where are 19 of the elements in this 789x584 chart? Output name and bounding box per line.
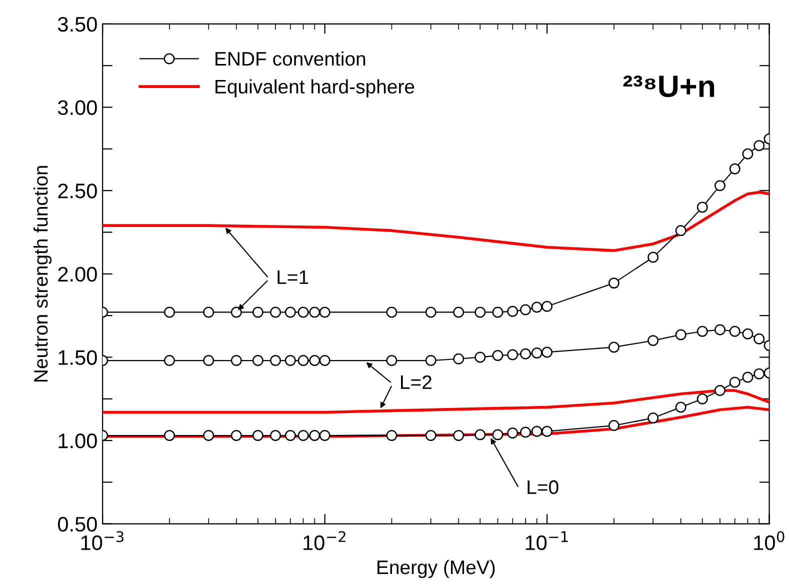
x-tick-label: 10$^{−2}$	[304, 531, 346, 550]
y-tick-label: 3.50	[58, 16, 97, 32]
y-tick-label: 1.00	[58, 434, 97, 448]
y-axis-title: Neutron strength function	[33, 166, 52, 382]
annotation: L=0	[528, 480, 558, 494]
x-tick-label: 10$^{−1}$	[526, 531, 568, 550]
legend-label: Equivalent hard-sphere	[216, 79, 414, 98]
annotation: ²³⁸U+n	[623, 76, 714, 98]
y-tick-label: 3.00	[58, 100, 97, 116]
legend-label: ENDF convention	[216, 51, 366, 66]
y-tick-label: 2.00	[58, 266, 97, 282]
y-tick-label: 2.50	[58, 184, 97, 198]
annotation: L=2	[401, 375, 432, 389]
y-tick-label: 1.50	[58, 350, 97, 365]
x-axis-title: Energy (MeV)	[378, 560, 495, 578]
x-tick-label: 10$^{−3}$	[81, 531, 124, 550]
x-tick-label: 10$^{0}$	[754, 531, 784, 550]
annotation: L=1	[278, 270, 308, 284]
y-tick-label: 0.50	[58, 516, 97, 532]
